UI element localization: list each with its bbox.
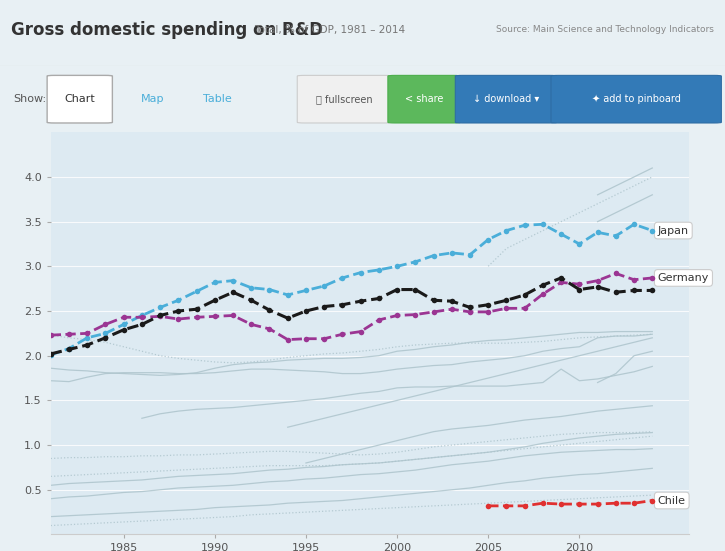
Text: Gross domestic spending on R&D: Gross domestic spending on R&D (11, 21, 323, 39)
Text: Chile: Chile (653, 495, 686, 505)
Text: Source: Main Science and Technology Indicators: Source: Main Science and Technology Indi… (496, 25, 714, 34)
Text: Japan: Japan (653, 225, 689, 236)
Text: Germany: Germany (653, 273, 709, 283)
Text: Total, % of GDP, 1981 – 2014: Total, % of GDP, 1981 – 2014 (254, 25, 405, 35)
Text: ✦ add to pinboard: ✦ add to pinboard (592, 94, 681, 104)
Text: ⤢ fullscreen: ⤢ fullscreen (316, 94, 373, 104)
FancyBboxPatch shape (297, 75, 392, 123)
Text: ↓ download ▾: ↓ download ▾ (473, 94, 539, 104)
Text: Map: Map (141, 94, 164, 104)
FancyBboxPatch shape (388, 75, 460, 123)
Text: Chart: Chart (65, 94, 95, 104)
Text: Table: Table (203, 94, 232, 104)
FancyBboxPatch shape (455, 75, 557, 123)
FancyBboxPatch shape (551, 75, 721, 123)
Text: < share: < share (405, 94, 443, 104)
FancyBboxPatch shape (47, 75, 112, 123)
Text: Show:: Show: (13, 94, 46, 104)
